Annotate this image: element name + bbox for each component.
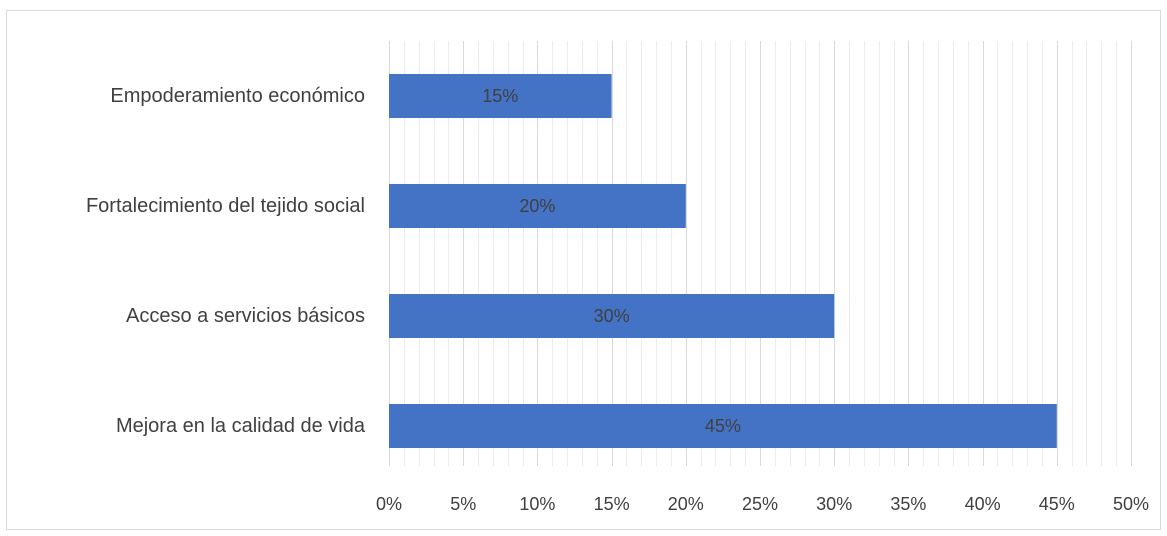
data-label: 15% [482,86,518,106]
x-tick-label: 10% [519,494,555,514]
bar [389,404,1057,448]
x-tick-label: 30% [816,494,852,514]
x-tick-label: 0% [376,494,402,514]
x-tick-label: 35% [890,494,926,514]
data-labels: 15% 20% 30% 45% [482,86,741,436]
data-label: 45% [705,416,741,436]
bar [389,294,835,338]
bars [389,74,1057,448]
category-label: Acceso a servicios básicos [126,305,365,327]
x-tick-label: 15% [594,494,630,514]
x-tick-label: 25% [742,494,778,514]
category-label: Mejora en la calidad de vida [116,415,366,437]
x-tick-label: 45% [1039,494,1075,514]
bar [389,74,612,118]
bar-chart: Empoderamiento económico Fortalecimiento … [86,41,1149,514]
x-tick-label: 40% [965,494,1001,514]
bar [389,184,686,228]
x-tick-label: 50% [1113,494,1149,514]
x-axis-tick-labels: 0% 5% 10% 15% 20% 25% 30% 35% 40% 45% 50% [376,494,1149,514]
data-label: 30% [594,306,630,326]
x-tick-label: 20% [668,494,704,514]
category-labels: Empoderamiento económico Fortalecimiento … [86,85,366,437]
category-label: Empoderamiento económico [110,85,365,107]
x-tick-label: 5% [450,494,476,514]
chart-frame: Empoderamiento económico Fortalecimiento … [6,10,1161,530]
category-label: Fortalecimiento del tejido social [86,195,365,217]
data-label: 20% [519,196,555,216]
